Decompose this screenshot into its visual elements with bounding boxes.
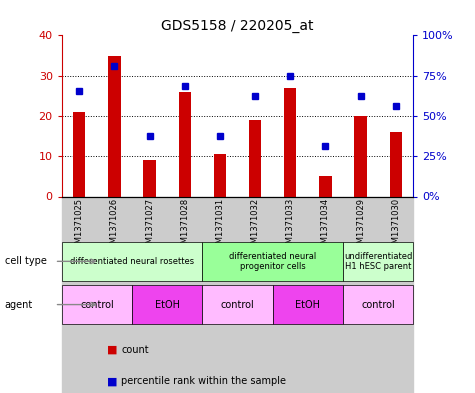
Bar (319, 176, 332, 196)
Bar (214, 154, 226, 196)
Bar (167, 196, 202, 393)
Text: differentiated neural
progenitor cells: differentiated neural progenitor cells (229, 252, 316, 271)
Bar (179, 92, 191, 196)
Text: count: count (121, 345, 149, 355)
Bar (108, 55, 121, 196)
Bar (132, 285, 202, 324)
Text: cell type: cell type (5, 256, 47, 266)
Text: agent: agent (5, 299, 33, 310)
Text: control: control (361, 299, 395, 310)
Bar (73, 112, 86, 196)
Bar (273, 196, 308, 393)
Bar (354, 116, 367, 196)
Text: percentile rank within the sample: percentile rank within the sample (121, 376, 286, 386)
Bar (143, 160, 156, 196)
Text: control: control (220, 299, 255, 310)
Text: control: control (80, 299, 114, 310)
Bar (97, 196, 132, 393)
Bar (238, 196, 273, 393)
Bar (390, 132, 402, 196)
Bar (378, 196, 413, 393)
Text: differentiated neural rosettes: differentiated neural rosettes (70, 257, 194, 266)
Bar (62, 285, 132, 324)
Bar (132, 196, 167, 393)
Bar (343, 242, 413, 281)
Text: ■: ■ (107, 376, 117, 386)
Bar (62, 196, 97, 393)
Text: EtOH: EtOH (155, 299, 180, 310)
Bar (202, 242, 343, 281)
Text: undifferentiated
H1 hESC parent: undifferentiated H1 hESC parent (344, 252, 412, 271)
Text: ■: ■ (107, 345, 117, 355)
Bar (202, 196, 238, 393)
Bar (273, 285, 343, 324)
Bar (343, 285, 413, 324)
Bar (284, 88, 296, 196)
Bar (343, 196, 378, 393)
Bar (308, 196, 343, 393)
Title: GDS5158 / 220205_at: GDS5158 / 220205_at (161, 19, 314, 33)
Bar (62, 242, 202, 281)
Text: EtOH: EtOH (295, 299, 320, 310)
Bar (202, 285, 273, 324)
Bar (249, 120, 261, 196)
